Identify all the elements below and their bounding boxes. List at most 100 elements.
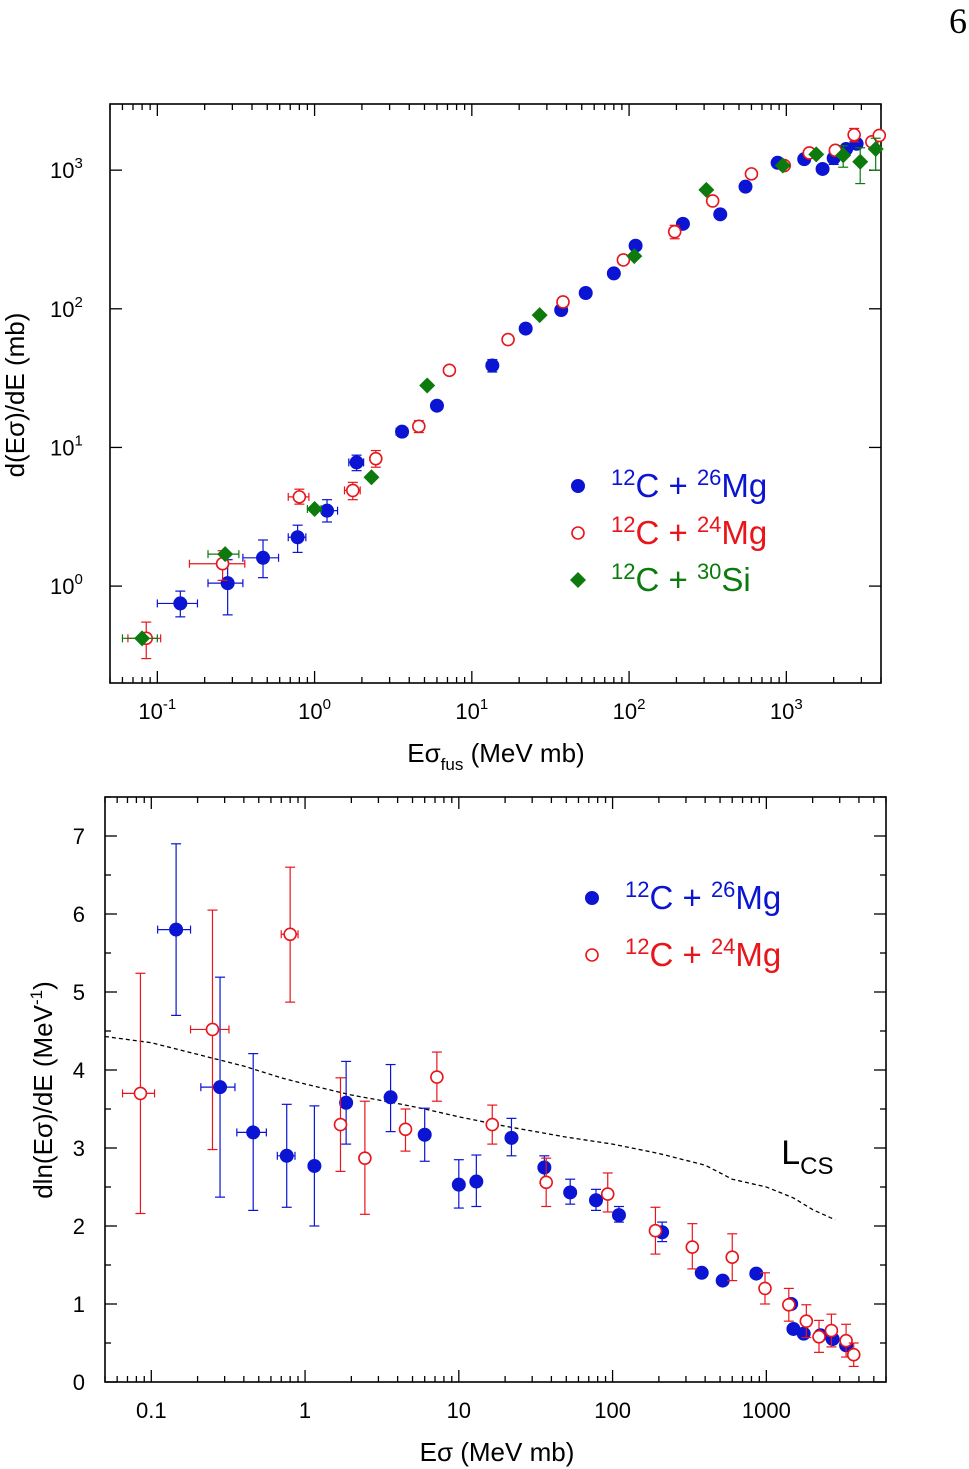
top-series-0 <box>156 136 864 618</box>
top-point <box>320 503 335 518</box>
top-xtick-label: 100 <box>298 696 331 724</box>
bottom-point <box>588 1193 603 1208</box>
bottom-point <box>715 1273 730 1288</box>
bottom-ytick-label: 5 <box>73 980 85 1005</box>
top-legend-label: 12C + 26Mg <box>611 465 767 505</box>
bottom-ytick-label: 0 <box>73 1370 85 1395</box>
bottom-chart-axes: 0.1 1 10 100 1000 0 1 2 3 4 5 6 7 <box>73 796 887 1423</box>
bottom-point <box>749 1266 764 1281</box>
bottom-point <box>485 1117 500 1132</box>
top-point <box>847 127 861 142</box>
top-point <box>306 500 323 517</box>
top-point <box>429 398 444 413</box>
top-chart-xlabel-sub: fus <box>441 755 464 774</box>
top-point <box>173 596 188 611</box>
top-legend-marker <box>570 572 586 588</box>
top-point <box>256 550 271 565</box>
top-point <box>368 451 383 466</box>
bottom-point <box>685 1240 700 1254</box>
top-chart-ylabel: d(Eσ)/dE (mb) <box>0 313 30 478</box>
top-point <box>616 253 631 267</box>
top-point <box>705 194 720 208</box>
bottom-series-0 <box>157 843 854 1353</box>
bottom-xtick-label: 1000 <box>742 1398 791 1423</box>
top-ytick-label: 100 <box>50 571 83 599</box>
bottom-ytick-label: 6 <box>73 902 85 927</box>
top-xtick-label: 101 <box>455 696 488 724</box>
top-point <box>578 285 593 300</box>
top-point <box>774 157 791 174</box>
top-point <box>852 153 869 170</box>
top-ytick-label: 101 <box>50 432 83 460</box>
top-point <box>808 146 825 163</box>
top-legend-marker <box>571 526 585 540</box>
bottom-point <box>839 1333 853 1348</box>
bottom-chart-legend: 12C + 26Mg 12C + 24Mg <box>585 877 781 974</box>
top-chart-xlabel: Eσfus (MeV mb) <box>407 738 584 774</box>
bottom-ytick-label: 1 <box>73 1292 85 1317</box>
bottom-legend-marker <box>585 948 599 962</box>
bottom-point <box>213 1080 228 1095</box>
top-point <box>134 630 151 647</box>
top-xtick-label: 102 <box>613 696 646 724</box>
bottom-point <box>725 1250 740 1264</box>
bottom-chart-xlabel: Eσ (MeV mb) <box>420 1437 575 1467</box>
top-point <box>485 358 500 373</box>
bottom-point <box>648 1223 663 1238</box>
top-chart-xlabel-main: Eσ <box>407 738 440 768</box>
top-legend-label: 12C + 30Si <box>611 559 751 599</box>
lcs-annotation: LCS <box>781 1134 833 1180</box>
bottom-point <box>563 1185 578 1200</box>
bottom-point <box>339 1095 354 1110</box>
top-point <box>363 469 380 486</box>
bottom-point <box>133 1086 148 1101</box>
bottom-point <box>846 1347 861 1362</box>
bottom-point <box>246 1125 261 1140</box>
top-point <box>412 419 426 434</box>
top-ytick-label: 103 <box>50 155 83 183</box>
top-point <box>815 161 830 176</box>
bottom-point <box>358 1151 372 1165</box>
bottom-chart-marks <box>121 843 861 1368</box>
top-series-1 <box>127 127 887 660</box>
top-chart-legend: 12C + 26Mg 12C + 24Mg 12C + 30Si <box>570 465 767 599</box>
top-point <box>531 307 548 324</box>
lcs-curve <box>104 1035 836 1221</box>
bottom-chart-lcs-curve-group <box>104 1035 836 1221</box>
bottom-point <box>782 1297 796 1312</box>
top-point <box>518 321 533 336</box>
bottom-series-1 <box>121 866 861 1368</box>
bottom-point <box>169 922 184 937</box>
bottom-point <box>796 1326 811 1341</box>
bottom-point <box>537 1160 552 1175</box>
top-point <box>872 128 887 143</box>
bottom-point <box>469 1174 484 1189</box>
top-point <box>744 167 759 181</box>
bottom-point <box>307 1158 322 1173</box>
top-chart-axes: 10-1 100 101 102 103 100 101 102 103 <box>50 103 882 724</box>
bottom-frame <box>104 796 887 1383</box>
top-legend-label: 12C + 24Mg <box>611 512 767 552</box>
top-point <box>290 530 305 545</box>
bottom-legend-label: 12C + 24Mg <box>625 934 781 974</box>
top-xtick-label: 103 <box>770 696 803 724</box>
bottom-ytick-label: 2 <box>73 1214 85 1239</box>
bottom-point <box>758 1281 772 1296</box>
bottom-ytick-label: 4 <box>73 1058 85 1083</box>
top-chart-xlabel-units: (MeV mb) <box>463 738 584 768</box>
top-legend-marker <box>571 479 585 493</box>
bottom-point <box>205 1022 220 1037</box>
bottom-point <box>812 1329 826 1344</box>
top-point <box>667 224 682 239</box>
top-frame <box>109 103 882 684</box>
bottom-point <box>451 1177 466 1192</box>
bottom-point <box>799 1314 814 1328</box>
top-point <box>867 141 884 158</box>
bottom-legend-label: 12C + 26Mg <box>625 877 781 917</box>
top-point <box>738 179 753 194</box>
top-xtick-label: 10-1 <box>138 696 176 724</box>
top-chart-marks <box>121 127 887 660</box>
top-series-2 <box>121 137 884 647</box>
bottom-ytick-label: 3 <box>73 1136 85 1161</box>
